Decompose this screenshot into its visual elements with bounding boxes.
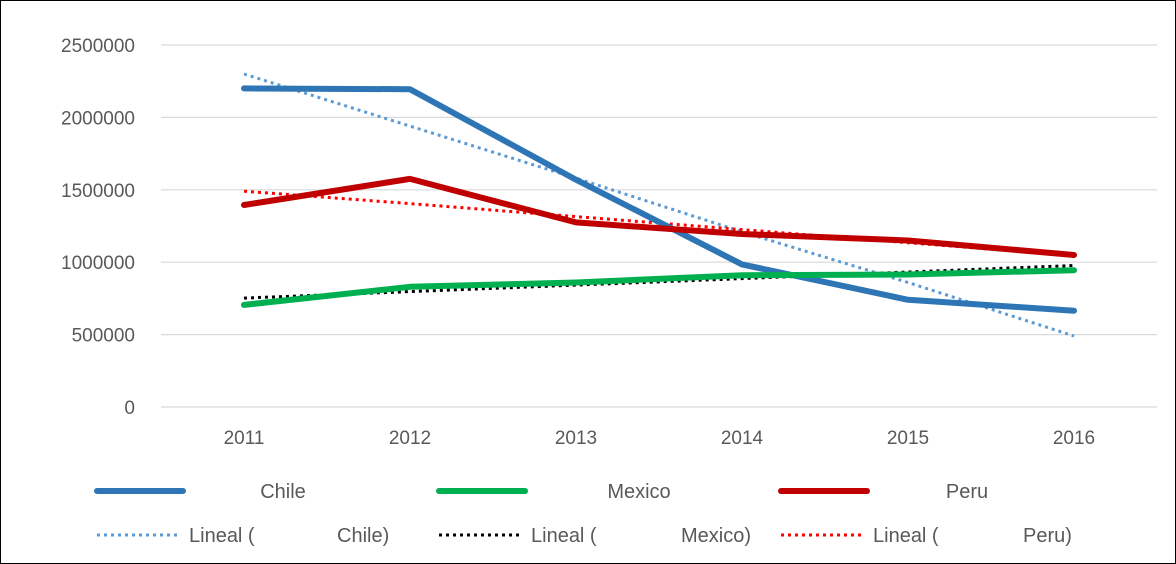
series-lines (241, 85, 1077, 314)
series-line (241, 175, 1077, 258)
x-tick-label: 2014 (721, 428, 764, 449)
x-tick-label: 2016 (1053, 428, 1095, 449)
x-tick-label: 2011 (224, 428, 265, 449)
legend-label: Chile (260, 481, 306, 503)
y-tick-label: 0 (124, 398, 135, 419)
series-line (241, 267, 1077, 308)
y-tick-label: 1500000 (61, 181, 135, 202)
y-axis-ticks: 0 500000 1000000 1500000 2000000 2500000 (61, 36, 135, 419)
x-axis-ticks: 2011 2012 2013 2014 2015 2016 (224, 428, 1096, 449)
legend-label: Lineal ( (873, 525, 939, 547)
x-tick-label: 2015 (887, 428, 929, 449)
legend-label: Mexico) (681, 525, 751, 547)
x-tick-label: 2013 (555, 428, 597, 449)
y-tick-label: 500000 (72, 326, 135, 347)
trendlines (243, 72, 1075, 338)
legend-label: Peru) (1023, 525, 1072, 547)
y-tick-label: 2500000 (61, 36, 135, 57)
y-tick-label: 1000000 (61, 253, 135, 274)
legend-label: Peru (946, 481, 988, 503)
trendline (243, 72, 1075, 338)
legend-label: Mexico (607, 481, 670, 503)
x-tick-label: 2012 (389, 428, 431, 449)
legend-label: Lineal ( (531, 525, 597, 547)
legend-label: Chile) (337, 525, 389, 547)
y-tick-label: 2000000 (61, 108, 135, 129)
legend-label: Lineal ( (189, 525, 255, 547)
series-line (241, 85, 1077, 314)
legend: Chile Mexico Peru Lineal ( Chile) Lineal ( Mex… (94, 481, 1072, 547)
